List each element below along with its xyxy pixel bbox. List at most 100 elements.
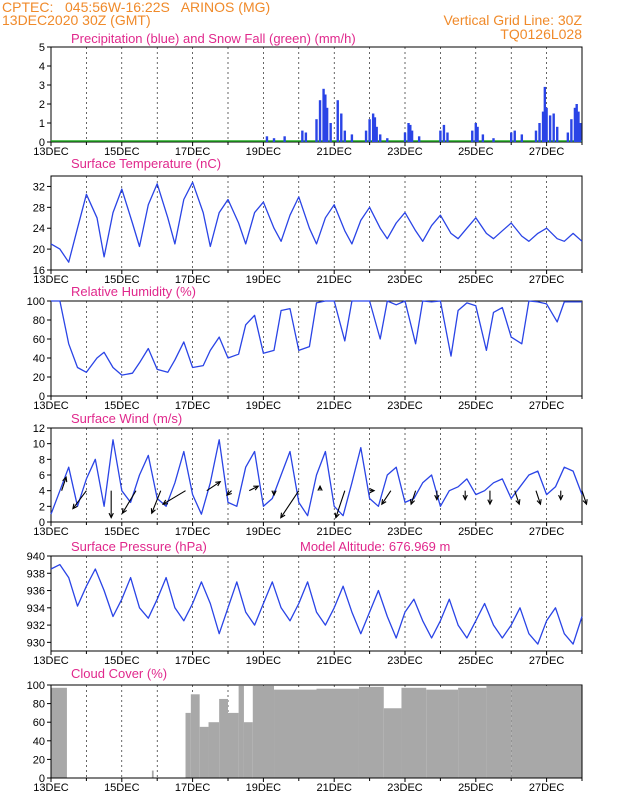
x-tick-label: 15DEC bbox=[104, 274, 140, 286]
wind-arrow-head bbox=[108, 512, 114, 519]
series-line-pres bbox=[50, 563, 583, 645]
x-tick-label: 21DEC bbox=[316, 526, 352, 538]
cloud-bar bbox=[219, 698, 228, 778]
cloud-bar bbox=[228, 712, 239, 778]
wind-arrow-head bbox=[215, 480, 222, 487]
x-tick-label: 17DEC bbox=[175, 274, 211, 286]
y-tick-label: 100 bbox=[27, 680, 45, 692]
panel-temp: 16 20 24 28 32 13DEC 15DEC 17DEC 19DEC 21DEC 23DEC… bbox=[33, 156, 583, 286]
wind-arrow-head bbox=[72, 503, 78, 510]
y-tick-label: 940 bbox=[27, 551, 45, 563]
wind-arrow-head bbox=[582, 499, 588, 506]
panel-pres: 930 932 934 936 938 940 13DEC 15DEC 17DEC 19DEC 21… bbox=[27, 539, 583, 667]
cloud-bar bbox=[358, 686, 384, 778]
wind-arrow bbox=[121, 490, 137, 514]
wind-arrow bbox=[335, 490, 346, 518]
x-tick-label: 13DEC bbox=[33, 655, 69, 667]
y-tick-label: 4 bbox=[39, 486, 45, 498]
precip-bar bbox=[552, 113, 555, 142]
x-tick-label: 15DEC bbox=[104, 782, 140, 794]
cloud-bar bbox=[401, 687, 427, 778]
wind-arrow-head bbox=[558, 494, 564, 501]
wind-arrow-head bbox=[462, 494, 468, 501]
wind-arrow-head bbox=[271, 490, 277, 497]
y-tick-label: 0 bbox=[39, 391, 45, 403]
precip-bar bbox=[513, 130, 516, 142]
x-tick-label: 15DEC bbox=[104, 146, 140, 158]
panel-title: Relative Humidity (%) bbox=[71, 284, 196, 299]
x-tick-label: 23DEC bbox=[387, 146, 423, 158]
cloud-bar bbox=[243, 722, 253, 778]
precip-bar bbox=[265, 136, 269, 142]
y-tick-label: 32 bbox=[33, 181, 45, 193]
wind-arrow-head bbox=[317, 484, 323, 491]
y-tick-label: 60 bbox=[33, 717, 45, 729]
precip-bar bbox=[577, 111, 580, 142]
precip-bar bbox=[471, 130, 474, 142]
panel-title: Precipitation (blue) and Snow Fall (gree… bbox=[71, 31, 356, 46]
header-station: CPTEC: 045:56W-16:22S ARINOS (MG) bbox=[2, 0, 270, 15]
wind-arrow-head bbox=[150, 508, 156, 515]
precip-bar bbox=[304, 132, 308, 142]
x-tick-label: 15DEC bbox=[104, 400, 140, 412]
cloud-bar bbox=[208, 722, 220, 778]
y-tick-label: 938 bbox=[27, 568, 45, 580]
x-tick-label: 21DEC bbox=[316, 146, 352, 158]
precip-bar bbox=[575, 104, 578, 142]
x-tick-label: 19DEC bbox=[246, 782, 282, 794]
precip-bar bbox=[541, 111, 545, 142]
cloud-bar bbox=[51, 687, 67, 778]
y-tick-label: 8 bbox=[39, 454, 45, 466]
panel-wind: 0 2 4 6 8 10 12 13DEC 15DEC 17DEC 19DEC 21DEC 23DEC 2… bbox=[33, 411, 588, 538]
precip-bar bbox=[375, 126, 378, 142]
y-tick-label: 934 bbox=[27, 603, 45, 615]
wind-arrow-head bbox=[536, 499, 542, 506]
wind-arrow bbox=[72, 490, 87, 509]
precip-bar bbox=[407, 123, 410, 142]
cloud-bar bbox=[274, 689, 317, 778]
x-tick-label: 15DEC bbox=[104, 526, 140, 538]
precip-bar bbox=[386, 138, 389, 142]
cloud-bar bbox=[185, 712, 191, 778]
y-tick-label: 6 bbox=[39, 470, 45, 482]
precip-bar bbox=[510, 132, 513, 142]
x-tick-label: 23DEC bbox=[387, 400, 423, 412]
wind-arrow bbox=[514, 490, 520, 505]
precip-bar bbox=[556, 126, 559, 142]
x-tick-label: 25DEC bbox=[458, 400, 494, 412]
y-tick-label: 936 bbox=[27, 586, 45, 598]
y-tick-label: 16 bbox=[33, 265, 45, 277]
precip-bar bbox=[570, 119, 573, 142]
precip-bar bbox=[315, 119, 318, 142]
precip-bar bbox=[368, 119, 371, 142]
y-tick-label: 1 bbox=[39, 118, 45, 130]
x-tick-label: 21DEC bbox=[316, 400, 352, 412]
wind-arrow bbox=[410, 490, 417, 505]
cloud-bar bbox=[458, 687, 487, 778]
wind-arrow-head bbox=[253, 485, 260, 491]
wind-arrow-head bbox=[334, 512, 340, 519]
x-tick-label: 25DEC bbox=[458, 526, 494, 538]
y-tick-label: 930 bbox=[27, 637, 45, 649]
precip-bar bbox=[325, 107, 329, 142]
precip-bar bbox=[343, 130, 347, 142]
y-tick-label: 60 bbox=[33, 334, 45, 346]
precip-bar bbox=[379, 134, 382, 142]
precip-bar bbox=[403, 132, 407, 142]
cloud-bar bbox=[426, 689, 459, 778]
y-tick-label: 10 bbox=[33, 439, 45, 451]
x-tick-label: 27DEC bbox=[529, 400, 565, 412]
wind-arrow bbox=[535, 490, 542, 505]
y-tick-label: 40 bbox=[33, 736, 45, 748]
plot-frame bbox=[50, 175, 583, 271]
wind-arrow-head bbox=[515, 499, 521, 506]
x-tick-label: 27DEC bbox=[529, 655, 565, 667]
x-tick-label: 25DEC bbox=[458, 655, 494, 667]
x-tick-label: 15DEC bbox=[104, 655, 140, 667]
x-tick-label: 19DEC bbox=[246, 146, 282, 158]
precip-bar bbox=[318, 100, 322, 142]
x-tick-label: 23DEC bbox=[387, 274, 423, 286]
x-tick-label: 25DEC bbox=[458, 782, 494, 794]
x-tick-label: 17DEC bbox=[175, 400, 211, 412]
y-tick-label: 932 bbox=[27, 620, 45, 632]
